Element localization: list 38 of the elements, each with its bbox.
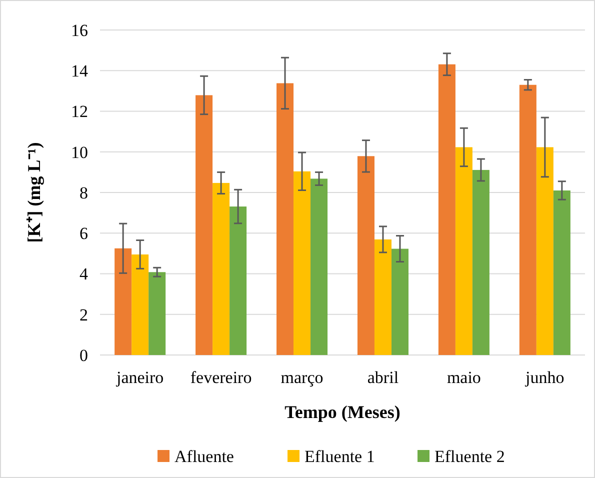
bar (132, 254, 149, 355)
legend-label: Afluente (174, 447, 234, 466)
bar (536, 147, 554, 355)
bar (519, 84, 536, 355)
bar (374, 239, 392, 355)
bar (391, 248, 408, 355)
y-tick-label: 4 (80, 264, 88, 284)
bar (310, 178, 328, 355)
bar (114, 248, 132, 355)
x-tick-label: junho (524, 368, 564, 387)
bar (230, 206, 247, 355)
x-tick-label: março (280, 368, 324, 387)
bar (438, 64, 456, 355)
y-axis-title: [K⁺] (mg L⁻¹) (24, 142, 44, 243)
bar (472, 170, 490, 355)
y-tick-label: 2 (80, 305, 88, 324)
y-tick-label: 16 (71, 20, 88, 40)
bar (294, 171, 311, 355)
y-tick-label: 14 (71, 62, 88, 81)
bar (276, 83, 294, 355)
legend-label: Efluente 2 (434, 447, 505, 466)
x-axis-title: Tempo (Meses) (284, 402, 400, 422)
bar (455, 147, 472, 355)
y-tick-label: 8 (80, 183, 88, 202)
legend-label: Efluente 1 (304, 447, 375, 466)
y-tick-label: 10 (71, 142, 88, 162)
x-tick-label: fevereiro (190, 368, 252, 387)
y-tick-label: 12 (71, 102, 88, 122)
bar (212, 182, 230, 355)
bar (148, 272, 166, 355)
y-tick-label: 6 (80, 224, 88, 244)
bar (357, 156, 374, 355)
bar (196, 95, 213, 355)
x-tick-label: janeiro (115, 368, 164, 387)
bar (553, 190, 570, 355)
y-tick-label: 0 (80, 346, 88, 365)
x-tick-label: maio (446, 368, 481, 387)
x-tick-label: abril (367, 368, 399, 387)
